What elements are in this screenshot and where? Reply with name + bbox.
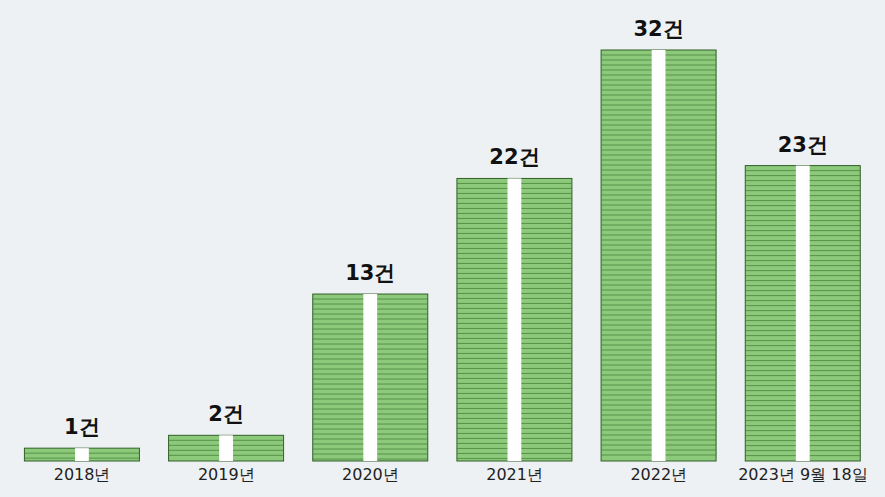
svg-text:2022년: 2022년 — [630, 465, 687, 484]
svg-text:23건: 23건 — [778, 133, 828, 157]
svg-text:2018년: 2018년 — [54, 465, 111, 484]
svg-text:2020년: 2020년 — [342, 465, 399, 484]
svg-text:2건: 2건 — [208, 402, 244, 426]
svg-text:32건: 32건 — [633, 17, 683, 41]
svg-text:13건: 13건 — [345, 261, 395, 285]
svg-text:22건: 22건 — [489, 145, 539, 169]
svg-text:1건: 1건 — [64, 415, 100, 439]
svg-text:2023년 9월 18일: 2023년 9월 18일 — [738, 465, 867, 484]
svg-text:2019년: 2019년 — [198, 465, 255, 484]
svg-text:2021년: 2021년 — [486, 465, 543, 484]
